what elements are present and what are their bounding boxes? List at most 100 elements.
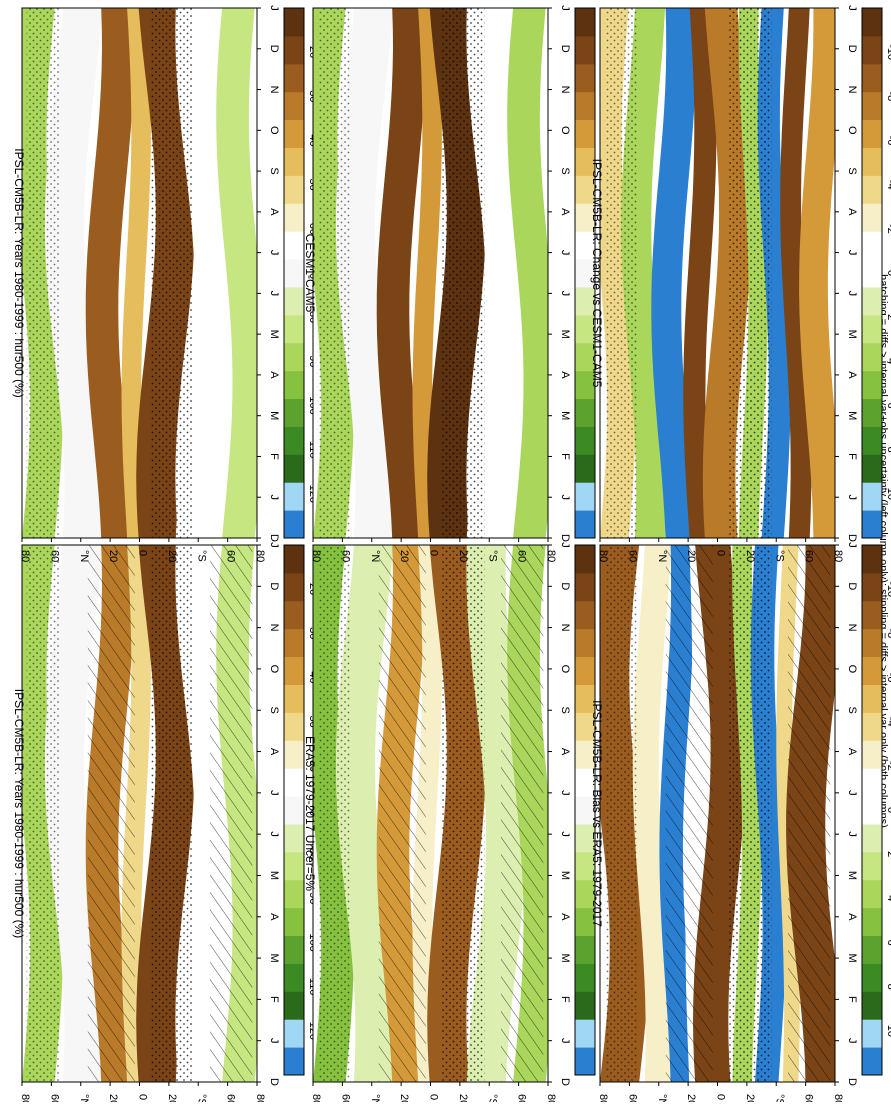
x-tick-label: J [559, 831, 571, 837]
colorbar-swatch [575, 35, 595, 65]
colorbar-swatch [284, 740, 304, 769]
colorbar-swatch [862, 600, 882, 630]
colorbar-label: -4 [885, 717, 891, 727]
heatmap-band [632, 545, 672, 1082]
x-tick-label: J [559, 250, 571, 256]
hatch-overlay [87, 545, 135, 1082]
x-tick-label: F [846, 996, 858, 1003]
y-tick-label: 60 [48, 550, 60, 562]
y-tick-label: 20 [457, 1094, 469, 1102]
x-tick-label: D [846, 1078, 858, 1086]
y-tick-label: °S [195, 1094, 207, 1102]
y-tick-label: 20 [398, 550, 410, 562]
x-tick-label: J [846, 1038, 858, 1044]
colorbar-swatch [575, 8, 595, 37]
colorbar-swatch [575, 935, 595, 964]
colorbar-swatch [284, 35, 304, 65]
y-tick-label: 60 [626, 550, 638, 562]
heatmap-band [780, 8, 812, 538]
colorbar-swatch [575, 823, 595, 853]
y-tick-label: 20 [685, 1094, 697, 1102]
colorbar-swatch [862, 796, 882, 825]
colorbar-swatch [284, 684, 304, 713]
y-tick-label: 60 [339, 1094, 351, 1102]
colorbar-swatch [284, 119, 304, 148]
colorbar-swatch [862, 823, 882, 853]
x-tick-label: A [559, 913, 571, 921]
colorbar-frame [283, 7, 305, 539]
colorbar-swatch [862, 259, 882, 288]
y-tick-label: 80 [19, 550, 31, 562]
x-tick-label: O [559, 665, 571, 674]
colorbar-swatch [575, 286, 595, 316]
colorbar-frame [574, 544, 596, 1076]
stipple-overlay [151, 545, 194, 1082]
colorbar-swatch [575, 1047, 595, 1076]
colorbar-swatch [862, 91, 882, 121]
x-tick-label: O [268, 126, 280, 135]
panel-title: ERA5: 1979-2017 Uncer=5% [303, 736, 317, 891]
colorbar-swatch [284, 907, 304, 937]
x-tick-label: M [268, 411, 280, 420]
colorbar-swatch [862, 935, 882, 964]
colorbar-swatch [575, 63, 595, 93]
x-tick-label: F [268, 453, 280, 460]
colorbar-swatch [862, 1019, 882, 1048]
colorbar-swatch [575, 342, 595, 372]
x-tick-label: A [846, 371, 858, 379]
colorbar-swatch [575, 175, 595, 204]
heatmap-band [507, 8, 548, 538]
colorbar-swatch [862, 203, 882, 232]
colorbar-swatch [575, 510, 595, 539]
colorbar-label: -10 [885, 44, 891, 60]
y-tick-label: 60 [626, 1094, 638, 1102]
colorbar-swatch [575, 572, 595, 602]
colorbar-swatch [284, 426, 304, 455]
x-tick-label: J [846, 494, 858, 500]
colorbar-swatch [284, 63, 304, 93]
stipple-overlay [729, 8, 772, 538]
stipple-overlay [442, 8, 485, 538]
panel-title: CESM1-CAM5 [303, 234, 317, 313]
y-tick-label: °S [486, 1094, 498, 1102]
colorbar-swatch [575, 370, 595, 400]
y-tick-label: 80 [545, 550, 557, 562]
colorbar-label: 6 [885, 402, 891, 408]
colorbar-swatch [862, 628, 882, 658]
y-tick-label: °N [369, 550, 381, 562]
colorbar-swatch [862, 370, 882, 400]
x-tick-label: S [559, 707, 571, 714]
y-tick-label: °N [369, 1094, 381, 1102]
colorbar-label: -6 [885, 673, 891, 683]
y-tick-label: 60 [225, 550, 237, 562]
colorbar-swatch [284, 91, 304, 121]
colorbar-frame [283, 544, 305, 1076]
x-tick-label: M [268, 330, 280, 339]
y-tick-label: °S [773, 1094, 785, 1102]
x-tick-label: S [559, 167, 571, 174]
x-tick-label: D [559, 534, 571, 542]
colorbar-swatch [575, 231, 595, 260]
colorbar-swatch [284, 259, 304, 288]
y-tick-label: 0 [715, 550, 727, 556]
colorbar-swatch [575, 656, 595, 685]
colorbar-swatch [284, 991, 304, 1020]
colorbar-swatch [575, 454, 595, 483]
hatch-overlay [210, 545, 253, 1082]
y-tick-label: 20 [107, 1094, 119, 1102]
x-tick-label: F [268, 996, 280, 1003]
colorbar-swatch [575, 684, 595, 713]
colorbar-label: -10 [885, 581, 891, 597]
x-tick-label: J [559, 790, 571, 796]
panel-title: IPSL-CM5B-LR: Years 1980-1999 : hur500 (… [12, 689, 26, 938]
x-tick-label: A [846, 913, 858, 921]
y-tick-label: 60 [339, 550, 351, 562]
x-tick-label: M [559, 411, 571, 420]
colorbar-swatch [575, 203, 595, 232]
colorbar-swatch [284, 851, 304, 881]
x-tick-label: J [559, 494, 571, 500]
x-tick-label: J [559, 5, 571, 11]
colorbar-swatch [862, 545, 882, 574]
colorbar-swatch [284, 454, 304, 483]
